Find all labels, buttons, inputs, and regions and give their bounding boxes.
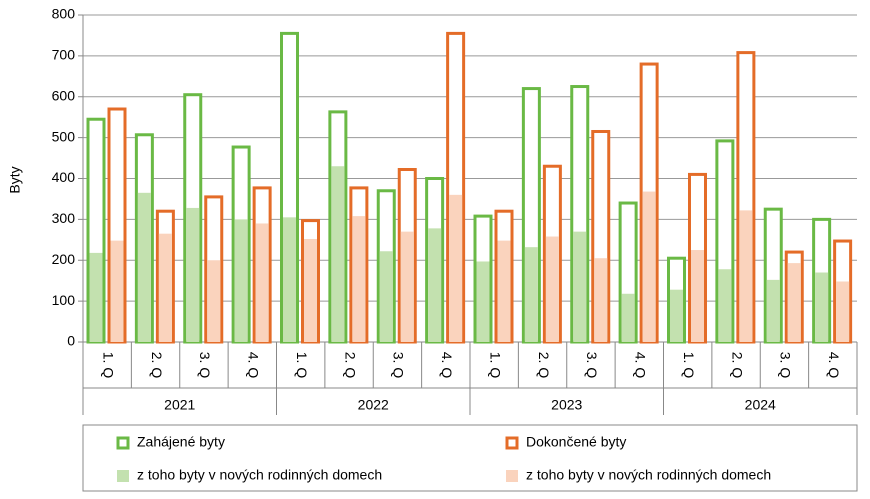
legend-marker (505, 436, 519, 450)
bar (331, 166, 345, 342)
bar (573, 231, 587, 342)
bar (815, 272, 829, 342)
x-tick-label: 4. Q (633, 352, 649, 379)
bar (545, 236, 559, 342)
bar (594, 258, 608, 342)
bar (255, 223, 269, 342)
bar (621, 293, 635, 342)
legend-marker (506, 470, 518, 482)
bar (400, 231, 414, 342)
x-tick-label: 2. Q (342, 352, 358, 379)
legend-box (82, 424, 858, 492)
x-tick-label: 2. Q (536, 352, 552, 379)
legend-label: z toho byty v nových rodinných domech (526, 467, 771, 483)
legend-label: z toho byty v nových rodinných domech (137, 467, 382, 483)
legend-marker (116, 436, 130, 450)
bar (670, 289, 683, 342)
y-tick-label: 0 (67, 333, 75, 349)
x-tick-label: 3. Q (778, 352, 794, 379)
bar (497, 240, 511, 342)
legend-marker (117, 470, 129, 482)
bar (89, 252, 103, 342)
bar (186, 207, 200, 342)
bar (691, 250, 704, 342)
legend-label: Dokončené byty (526, 434, 626, 450)
bar (476, 261, 490, 342)
x-tick-label: 1. Q (681, 352, 697, 379)
x-tick-label: 1. Q (294, 352, 310, 379)
x-tick-label: 4. Q (439, 352, 455, 379)
bar (137, 192, 151, 342)
x-tick-label: 2. Q (729, 352, 745, 379)
y-tick-label: 700 (52, 47, 76, 63)
y-tick-label: 100 (52, 292, 76, 308)
y-axis-label: Byty (7, 166, 23, 193)
bar (234, 219, 248, 342)
bar (739, 210, 753, 342)
group-label: 2023 (551, 397, 582, 413)
group-label: 2024 (745, 397, 776, 413)
legend-label: Zahájené byty (137, 434, 225, 450)
bar (642, 191, 656, 342)
bar (283, 217, 296, 342)
bar (158, 233, 172, 342)
bar (787, 263, 801, 342)
x-tick-label: 3. Q (197, 352, 213, 379)
bar (718, 269, 732, 342)
bar (524, 247, 538, 342)
bar (304, 238, 317, 342)
y-tick-label: 300 (52, 210, 76, 226)
x-tick-label: 3. Q (391, 352, 407, 379)
bar (836, 281, 850, 342)
y-tick-label: 600 (52, 87, 76, 103)
y-tick-label: 800 (52, 6, 76, 22)
group-label: 2022 (358, 397, 389, 413)
group-label: 2021 (164, 397, 195, 413)
y-tick-label: 200 (52, 251, 76, 267)
x-tick-label: 1. Q (100, 352, 116, 379)
x-tick-label: 4. Q (246, 352, 262, 379)
bar (352, 216, 366, 342)
y-tick-label: 500 (52, 128, 76, 144)
bar (379, 251, 393, 342)
bar (428, 228, 442, 342)
x-tick-label: 3. Q (584, 352, 600, 379)
bar (207, 260, 221, 342)
bar (766, 279, 780, 342)
x-tick-label: 4. Q (826, 352, 842, 379)
x-tick-label: 2. Q (149, 352, 165, 379)
x-tick-label: 1. Q (487, 352, 503, 379)
y-tick-label: 400 (52, 169, 76, 185)
bar (110, 240, 124, 342)
bar (449, 194, 463, 342)
